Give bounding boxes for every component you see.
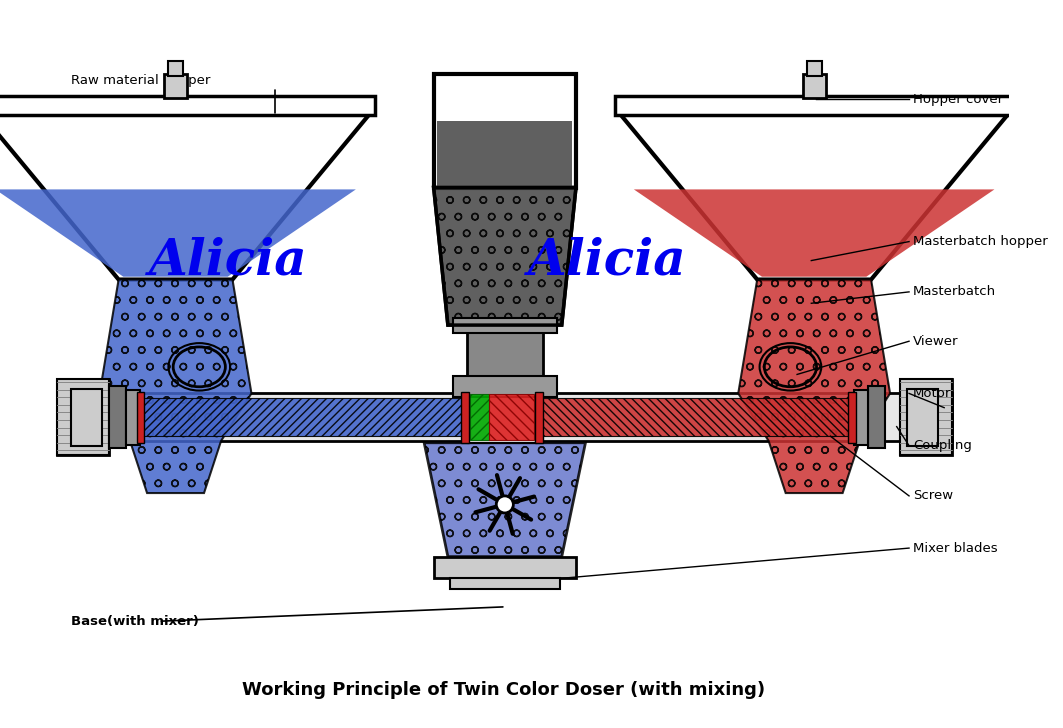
Polygon shape [57, 393, 951, 441]
Polygon shape [57, 379, 109, 455]
Polygon shape [109, 386, 126, 448]
Polygon shape [100, 280, 252, 493]
Polygon shape [738, 280, 890, 493]
Polygon shape [434, 74, 576, 188]
Text: Masterbatch hopper: Masterbatch hopper [913, 235, 1048, 248]
Polygon shape [164, 74, 187, 98]
Polygon shape [614, 96, 1013, 116]
Polygon shape [899, 379, 951, 455]
Text: Alicia: Alicia [528, 236, 687, 285]
Polygon shape [807, 61, 822, 76]
Polygon shape [539, 398, 868, 436]
Polygon shape [854, 389, 868, 445]
Polygon shape [535, 392, 543, 443]
Polygon shape [438, 121, 572, 188]
Polygon shape [489, 395, 535, 440]
Text: Base(with mixer): Base(with mixer) [71, 614, 199, 628]
Polygon shape [168, 61, 183, 76]
Text: Screw: Screw [913, 489, 952, 502]
Polygon shape [848, 392, 856, 443]
Polygon shape [57, 379, 109, 455]
Polygon shape [620, 114, 1009, 280]
Polygon shape [450, 577, 560, 589]
Polygon shape [126, 389, 140, 445]
Text: Coupling: Coupling [913, 439, 972, 452]
Polygon shape [868, 386, 885, 448]
Polygon shape [434, 557, 576, 577]
Text: Viewer: Viewer [913, 335, 959, 348]
Polygon shape [137, 392, 145, 443]
Polygon shape [470, 395, 489, 440]
Polygon shape [0, 189, 356, 277]
Polygon shape [899, 379, 951, 455]
Polygon shape [140, 398, 465, 436]
Polygon shape [0, 96, 375, 116]
Polygon shape [461, 392, 469, 443]
Text: Raw material hopper: Raw material hopper [71, 74, 210, 87]
Text: Mixer blades: Mixer blades [913, 542, 997, 555]
Polygon shape [634, 189, 995, 277]
Circle shape [496, 496, 513, 513]
Text: Motor: Motor [913, 387, 951, 400]
Text: Alicia: Alicia [149, 236, 307, 285]
Polygon shape [424, 443, 586, 557]
Polygon shape [453, 376, 557, 397]
Text: Masterbatch: Masterbatch [913, 285, 996, 298]
Polygon shape [434, 188, 576, 325]
Polygon shape [467, 325, 543, 384]
Polygon shape [468, 392, 536, 443]
Polygon shape [803, 74, 826, 98]
Text: Working Principle of Twin Color Doser (with mixing): Working Principle of Twin Color Doser (w… [242, 681, 765, 700]
Polygon shape [453, 317, 557, 333]
Polygon shape [71, 389, 102, 446]
Polygon shape [907, 389, 938, 446]
Polygon shape [0, 114, 370, 280]
Text: Hopper cover: Hopper cover [913, 92, 1003, 106]
